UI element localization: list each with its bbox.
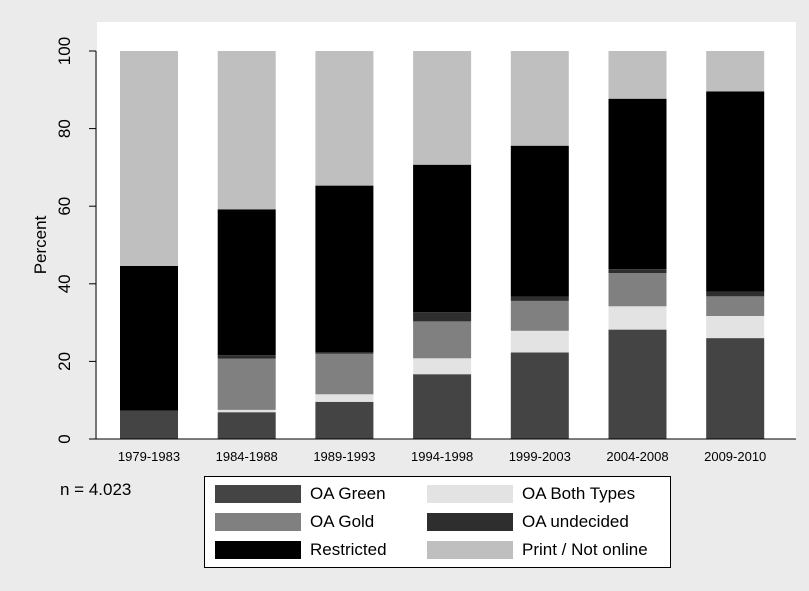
legend-item-oa-both-types: OA Both Types [427,482,635,506]
bar-oa-undecided-1994-1998 [413,312,472,322]
legend-label-print-not-online: Print / Not online [522,540,648,559]
legend: OA Green OA Both Types OA Gold OA undeci… [204,476,671,568]
bar-oa-gold-1994-1998 [413,321,472,359]
bar-restricted-2004-2008 [608,98,667,269]
bar-oa-green-2009-2010 [706,338,765,439]
bar-oa-green-1989-1993 [315,401,374,439]
y-tick-label: 60 [55,197,74,216]
bar-oa-undecided-1984-1988 [217,355,276,359]
bar-print-not-online-2004-2008 [608,51,667,99]
bar-print-not-online-2009-2010 [706,51,765,92]
legend-item-oa-undecided: OA undecided [427,510,629,534]
bar-print-not-online-1989-1993 [315,51,374,186]
x-tick-label: 1979-1983 [118,449,180,464]
y-tick-label: 40 [55,274,74,293]
x-tick-label: 2009-2010 [704,449,766,464]
legend-label-oa-green: OA Green [310,484,386,503]
bar-oa-both-types-1994-1998 [413,358,472,375]
legend-label-oa-gold: OA Gold [310,512,375,531]
bar-oa-undecided-2009-2010 [706,291,765,297]
bar-group [120,51,765,439]
bar-restricted-1979-1983 [120,266,178,411]
bar-oa-both-types-2004-2008 [608,306,667,330]
legend-swatch-restricted [215,541,301,559]
bar-oa-green-1999-2003 [510,352,569,439]
y-tick-label: 20 [55,352,74,371]
legend-swatch-oa-green [215,485,301,503]
bar-print-not-online-1984-1988 [217,51,276,210]
bar-oa-gold-1989-1993 [315,353,374,395]
bar-oa-green-2004-2008 [608,329,667,439]
bar-oa-both-types-1984-1988 [217,409,276,413]
bar-restricted-1984-1988 [217,209,276,356]
legend-swatch-oa-undecided [427,513,513,531]
bar-oa-both-types-1999-2003 [510,330,569,353]
y-axis-ticks: 0 20 40 60 80 100 [55,37,96,444]
x-tick-label: 1994-1998 [411,449,473,464]
x-tick-label: 1999-2003 [509,449,571,464]
bar-restricted-2009-2010 [706,91,765,292]
legend-label-oa-both-types: OA Both Types [522,484,636,503]
bar-oa-both-types-1989-1993 [315,394,374,402]
bar-oa-green-1979-1983 [120,410,178,439]
bar-oa-undecided-1999-2003 [510,296,569,301]
bar-print-not-online-1979-1983 [120,51,178,266]
bar-oa-both-types-2009-2010 [706,316,765,339]
legend-swatch-oa-both-types [427,485,513,503]
bar-oa-gold-1984-1988 [217,358,276,410]
bar-restricted-1999-2003 [510,145,569,297]
legend-label-oa-undecided: OA undecided [522,512,629,531]
sample-size-note: n = 4.023 [60,480,132,499]
bar-print-not-online-1999-2003 [510,51,569,146]
bar-oa-green-1984-1988 [217,412,276,439]
bar-oa-green-1994-1998 [413,374,472,439]
x-tick-label: 1989-1993 [313,449,375,464]
y-axis-label: Percent [31,215,50,274]
x-tick-label: 2004-2008 [606,449,668,464]
legend-item-print-not-online: Print / Not online [427,538,648,562]
x-axis-ticks: 1979-1983 1984-1988 1989-1993 1994-1998 1999… [118,449,766,464]
y-tick-label: 80 [55,119,74,138]
bar-oa-undecided-2004-2008 [608,269,667,273]
x-tick-label: 1984-1988 [216,449,278,464]
y-tick-label: 0 [55,434,74,443]
legend-item-oa-green: OA Green [215,482,386,506]
legend-label-restricted: Restricted [310,540,387,559]
bar-restricted-1989-1993 [315,185,374,353]
bar-print-not-online-1994-1998 [413,51,472,165]
legend-item-restricted: Restricted [215,538,387,562]
bar-oa-gold-2009-2010 [706,296,765,316]
legend-item-oa-gold: OA Gold [215,510,374,534]
y-tick-label: 100 [55,37,74,65]
bar-oa-undecided-1989-1993 [315,352,374,354]
bar-restricted-1994-1998 [413,164,472,313]
bar-oa-gold-2004-2008 [608,272,667,307]
bar-oa-gold-1999-2003 [510,300,569,331]
legend-swatch-oa-gold [215,513,301,531]
legend-swatch-print-not-online [427,541,513,559]
